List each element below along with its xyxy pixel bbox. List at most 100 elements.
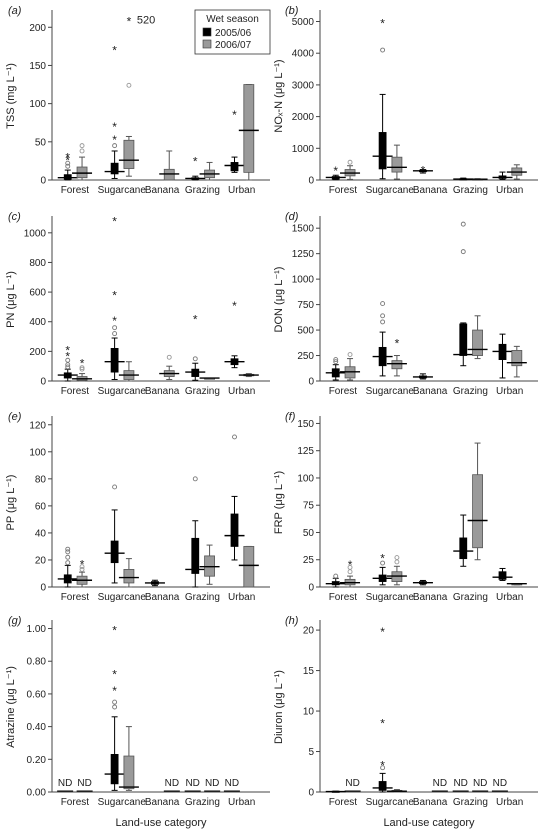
not-detected-label: ND — [225, 778, 239, 789]
x-tick-label: Forest — [329, 592, 358, 603]
outlier-point — [380, 319, 386, 325]
extreme-point: * — [232, 108, 237, 122]
legend-title: Wet season — [206, 14, 259, 25]
outlier-point — [192, 356, 198, 362]
y-tick-label: 10 — [303, 707, 315, 718]
box-iqr — [472, 329, 483, 356]
y-tick-label: 5 — [308, 747, 314, 758]
extreme-point: * — [333, 164, 338, 178]
extreme-point: * — [65, 154, 70, 168]
extreme-point: * — [232, 299, 237, 313]
y-tick-label: 1500 — [292, 224, 315, 235]
x-tick-label: Banana — [413, 592, 448, 603]
outlier-point — [79, 564, 85, 570]
outlier-point — [166, 354, 172, 360]
y-tick-label: 800 — [29, 258, 46, 269]
panel-label: (c) — [8, 211, 21, 223]
y-tick-label: 0.80 — [27, 657, 47, 668]
box-iqr — [110, 540, 119, 564]
outlier-point — [112, 143, 118, 149]
extreme-point: * — [380, 717, 385, 731]
x-tick-label: Grazing — [185, 185, 220, 196]
panel-label: (h) — [285, 615, 299, 627]
not-detected-label: ND — [185, 778, 199, 789]
legend-swatch — [202, 27, 212, 37]
outlier-point — [112, 699, 118, 705]
y-tick-label: 75 — [303, 501, 315, 512]
y-tick-label: 25 — [303, 555, 315, 566]
extreme-point: * — [112, 668, 117, 682]
box-iqr — [391, 360, 403, 370]
x-tick-label: Grazing — [185, 386, 220, 397]
outlier-point — [380, 560, 386, 566]
x-tick-label: Forest — [61, 386, 90, 397]
not-detected-label: ND — [58, 778, 72, 789]
outlier-point — [65, 357, 71, 363]
y-tick-label: 0 — [40, 377, 46, 388]
y-tick-label: 50 — [303, 528, 315, 539]
y-tick-label: 100 — [29, 447, 46, 458]
not-detected-label: ND — [453, 778, 467, 789]
x-tick-label: Forest — [329, 185, 358, 196]
extreme-point: * — [193, 154, 198, 168]
x-tick-label: Sugarcane — [98, 592, 147, 603]
y-tick-label: 1000 — [24, 228, 47, 239]
box-iqr — [511, 350, 523, 367]
chart-panel-d: (d) 0 250 500 750 1000 1250 1500 DON (μg L⁻¹) For… — [273, 211, 538, 397]
outlier-point — [79, 566, 85, 572]
x-tick-label: Forest — [329, 797, 358, 808]
y-tick-label: 0.20 — [27, 755, 47, 766]
x-tick-label: Grazing — [185, 592, 220, 603]
x-tick-label: Urban — [496, 386, 523, 397]
x-tick-label: Urban — [496, 185, 523, 196]
y-tick-label: 1000 — [292, 275, 315, 286]
y-axis-label: PN (μg L⁻¹) — [5, 271, 17, 328]
y-tick-label: 0.00 — [27, 788, 47, 799]
panel-label: (a) — [8, 5, 22, 17]
y-axis-label: TSS (mg L⁻¹) — [5, 63, 17, 129]
y-tick-label: 1250 — [292, 249, 315, 260]
not-detected-label: ND — [473, 778, 487, 789]
box-iqr — [110, 754, 119, 785]
y-tick-label: 1.00 — [27, 624, 47, 635]
y-axis-label: Atrazine (μg L⁻¹) — [5, 666, 17, 748]
x-tick-label: Urban — [228, 797, 255, 808]
y-tick-label: 3000 — [292, 80, 315, 91]
not-detected-label: ND — [205, 778, 219, 789]
outlier-point — [347, 564, 353, 570]
panel-label: (g) — [8, 615, 22, 627]
panel-label: (b) — [285, 5, 299, 17]
extreme-point: * — [421, 163, 426, 177]
box-iqr — [63, 174, 72, 180]
box-iqr — [378, 132, 387, 170]
y-tick-label: 15 — [303, 666, 315, 677]
outlier-point — [333, 573, 339, 579]
chart-panel-b: (b) 0 1000 2000 3000 4000 5000 NOₓ-N (μg L⁻¹) Fo… — [273, 5, 538, 196]
x-tick-label: Forest — [61, 185, 90, 196]
x-tick-label: Banana — [413, 185, 448, 196]
box-iqr — [110, 162, 119, 175]
outlier-point — [460, 221, 466, 227]
y-tick-label: 750 — [297, 300, 314, 311]
box-iqr — [378, 781, 387, 791]
extreme-point: * — [112, 133, 117, 147]
not-detected-label: ND — [165, 778, 179, 789]
x-axis-label: Land-use category — [115, 817, 207, 829]
legend-item: 2006/07 — [215, 40, 252, 51]
y-tick-label: 250 — [297, 351, 314, 362]
y-tick-label: 100 — [29, 99, 46, 110]
extreme-point: * — [65, 151, 70, 165]
box-iqr — [191, 537, 200, 574]
x-tick-label: Urban — [228, 185, 255, 196]
y-axis-label: Diuron (μg L⁻¹) — [273, 670, 285, 744]
box-iqr — [110, 347, 119, 373]
outlier-point — [112, 704, 118, 710]
y-tick-label: 0 — [308, 377, 314, 388]
outlier-point — [333, 357, 339, 363]
outlier-point — [380, 765, 386, 771]
y-tick-label: 2000 — [292, 112, 315, 123]
x-tick-label: Banana — [413, 797, 448, 808]
extreme-point: * — [112, 314, 117, 328]
x-tick-label: Grazing — [185, 797, 220, 808]
box-iqr — [498, 571, 507, 580]
